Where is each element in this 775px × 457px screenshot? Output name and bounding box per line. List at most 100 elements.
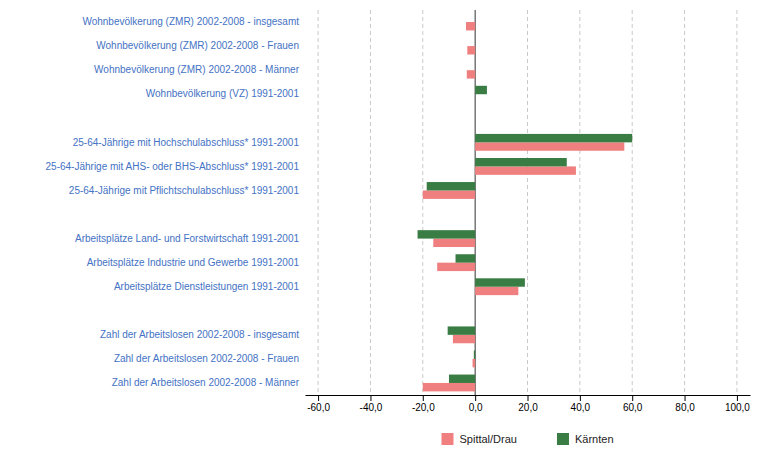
grid-line [422, 10, 423, 395]
y-tick: 25-64-Jährige mit AHS- oder BHS-Abschlus… [46, 161, 305, 172]
bar [423, 383, 475, 391]
bar [456, 254, 476, 262]
x-axis: -60,0 -40,0 -20,0 0,0 20,0 40,0 60,0 80,0 100,0 [306, 395, 751, 413]
y-tick: Arbeitsplätze Industrie und Gewerbe 1991… [87, 257, 305, 268]
y-tick: Arbeitsplätze Dienstleistungen 1991-2001 [114, 281, 305, 292]
grid [318, 10, 737, 395]
x-tick-mark [580, 395, 581, 401]
bar [475, 166, 576, 174]
bar [448, 326, 475, 334]
bar [475, 278, 525, 286]
x-tick-label: 80,0 [675, 402, 695, 413]
x-tick-mark [528, 395, 529, 401]
y-tick-label: Zahl der Arbeitslosen 2002-2008 - Männer [112, 377, 300, 388]
grid-line [632, 10, 633, 395]
legend-label: Spittal/Drau [459, 433, 516, 445]
grid-line [736, 10, 737, 395]
x-tick-mark [632, 395, 633, 401]
x-tick: 20,0 [518, 395, 538, 413]
bar [475, 38, 476, 46]
x-tick: 40,0 [571, 395, 591, 413]
x-tick-mark [370, 395, 371, 401]
x-tick-mark [318, 395, 319, 401]
series [423, 22, 625, 391]
bar [475, 158, 567, 166]
y-tick-label: Zahl der Arbeitslosen 2002-2008 - Frauen [114, 353, 299, 364]
x-tick: -60,0 [307, 395, 330, 413]
x-tick: 80,0 [675, 395, 695, 413]
bar [475, 62, 476, 70]
legend-label: Kärnten [575, 433, 614, 445]
x-tick-mark [475, 395, 476, 401]
y-tick-label: 25-64-Jährige mit AHS- oder BHS-Abschlus… [46, 161, 300, 172]
series [418, 86, 633, 383]
x-tick: 0,0 [469, 395, 483, 413]
y-tick-label: Wohnbevölkerung (ZMR) 2002-2008 - insges… [82, 16, 299, 27]
y-tick: Wohnbevölkerung (ZMR) 2002-2008 - Männer [94, 64, 305, 75]
x-tick: 100,0 [725, 395, 750, 413]
legend-swatch [441, 433, 453, 445]
grid-line [527, 10, 528, 395]
y-tick: Zahl der Arbeitslosen 2002-2008 - Männer [112, 377, 305, 388]
legend-item: Kärnten [557, 433, 614, 445]
x-tick-mark [737, 395, 738, 401]
x-tick-label: -60,0 [307, 402, 330, 413]
x-tick-mark [423, 395, 424, 401]
bar [474, 350, 475, 358]
y-tick-label: Wohnbevölkerung (ZMR) 2002-2008 - Frauen [96, 40, 299, 51]
y-tick: 25-64-Jährige mit Hochschulabschluss* 19… [73, 137, 305, 148]
bars [418, 22, 633, 391]
legend-swatch [557, 433, 569, 445]
bar [475, 86, 487, 94]
chart-svg: -60,0 -40,0 -20,0 0,0 20,0 40,0 60,0 80,0 100,0 W… [0, 0, 775, 457]
y-tick: 25-64-Jährige mit Pflichtschulabschluss*… [69, 185, 305, 196]
x-tick-label: 60,0 [623, 402, 643, 413]
bar [427, 182, 475, 190]
plot: -60,0 -40,0 -20,0 0,0 20,0 40,0 60,0 80,0 100,0 W… [46, 10, 751, 413]
bar [475, 287, 518, 295]
y-tick-label: Arbeitsplätze Industrie und Gewerbe 1991… [87, 257, 300, 268]
bar [475, 142, 624, 150]
bar [475, 134, 632, 142]
x-tick-label: 100,0 [725, 402, 750, 413]
y-tick: Wohnbevölkerung (ZMR) 2002-2008 - Frauen [96, 40, 305, 51]
x-tick: -20,0 [412, 395, 435, 413]
bar [449, 375, 475, 383]
x-tick-label: 0,0 [469, 402, 483, 413]
y-tick-label: Arbeitsplätze Dienstleistungen 1991-2001 [114, 281, 300, 292]
grid-line [579, 10, 580, 395]
y-tick-label: Wohnbevölkerung (VZ) 1991-2001 [146, 88, 300, 99]
bar [475, 94, 476, 102]
grid-line [684, 10, 685, 395]
y-tick: Wohnbevölkerung (VZ) 1991-2001 [146, 88, 305, 99]
bar [433, 239, 475, 247]
bar [467, 70, 475, 78]
bar [467, 46, 475, 54]
x-tick-label: -40,0 [360, 402, 383, 413]
y-tick-label: 25-64-Jährige mit Hochschulabschluss* 19… [73, 137, 300, 148]
y-tick: Wohnbevölkerung (ZMR) 2002-2008 - insges… [82, 16, 305, 27]
y-axis: Wohnbevölkerung (ZMR) 2002-2008 - insges… [46, 16, 305, 388]
grid-line [318, 10, 319, 395]
x-tick: 60,0 [623, 395, 643, 413]
x-tick-label: 20,0 [518, 402, 538, 413]
y-tick-label: Wohnbevölkerung (ZMR) 2002-2008 - Männer [94, 64, 300, 75]
y-tick-label: 25-64-Jährige mit Pflichtschulabschluss*… [69, 185, 300, 196]
y-tick-label: Zahl der Arbeitslosen 2002-2008 - insges… [100, 329, 299, 340]
bar [437, 263, 475, 271]
bar [423, 190, 475, 198]
y-tick: Zahl der Arbeitslosen 2002-2008 - Frauen [114, 353, 305, 364]
y-tick-label: Arbeitsplätze Land- und Forstwirtschaft … [75, 233, 299, 244]
legend: Spittal/Drau Kärnten [441, 433, 613, 445]
x-tick-mark [685, 395, 686, 401]
legend-item: Spittal/Drau [441, 433, 516, 445]
bar [453, 335, 475, 343]
bar [466, 22, 475, 30]
x-tick-label: 40,0 [571, 402, 591, 413]
grid-line [370, 10, 371, 395]
x-tick: -40,0 [360, 395, 383, 413]
y-tick: Arbeitsplätze Land- und Forstwirtschaft … [75, 233, 305, 244]
bar [475, 14, 476, 22]
chart-container: -60,0 -40,0 -20,0 0,0 20,0 40,0 60,0 80,0 100,0 W… [0, 0, 775, 457]
y-tick: Zahl der Arbeitslosen 2002-2008 - insges… [100, 329, 305, 340]
